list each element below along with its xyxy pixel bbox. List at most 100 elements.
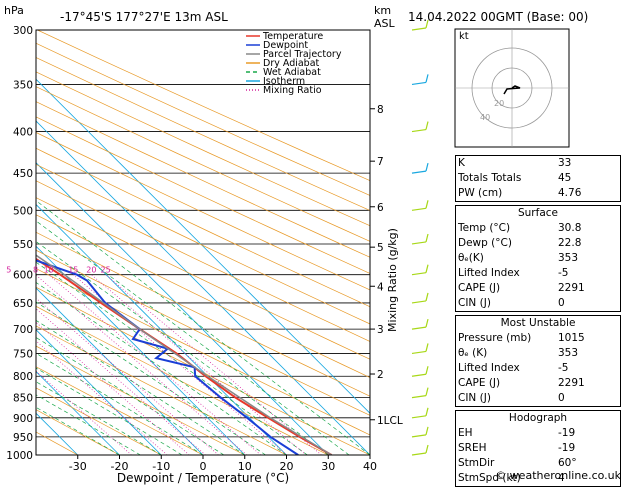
most-unstable-row: CIN (J) 0 bbox=[456, 391, 620, 406]
index-value: 4.76 bbox=[558, 186, 618, 201]
location-title: -17°45'S 177°27'E 13m ASL bbox=[60, 10, 228, 24]
wind-barb-flag bbox=[426, 445, 428, 453]
hodograph-row: SREH-19 bbox=[456, 441, 620, 456]
surface-label: Lifted Index bbox=[458, 266, 520, 281]
hodograph-label: StmDir bbox=[458, 456, 494, 471]
pressure-tick-label: 450 bbox=[13, 168, 33, 180]
pressure-tick-label: 800 bbox=[13, 371, 33, 383]
x-axis-title: Dewpoint / Temperature (°C) bbox=[117, 471, 289, 485]
dry-adiabat bbox=[0, 30, 245, 455]
wind-barb bbox=[412, 301, 426, 303]
wet-adiabat bbox=[0, 30, 245, 455]
wind-barb-flag bbox=[426, 74, 428, 82]
most-unstable-title: Most Unstable bbox=[456, 316, 620, 331]
wind-barb bbox=[412, 130, 426, 132]
height-tick-label: 4 bbox=[377, 281, 384, 293]
km-title: km bbox=[374, 4, 391, 17]
surface-row: CIN (J) 0 bbox=[456, 296, 620, 311]
wind-barb-flag bbox=[426, 366, 428, 374]
wind-barb bbox=[412, 171, 426, 173]
pressure-tick-label: 550 bbox=[13, 239, 33, 251]
most-unstable-row: Lifted Index-5 bbox=[456, 361, 620, 376]
wind-barb bbox=[412, 435, 426, 437]
surface-label: CIN (J) bbox=[458, 296, 491, 311]
wet-adiabat bbox=[0, 30, 307, 455]
wind-barb-flag bbox=[426, 234, 428, 242]
index-label: Totals Totals bbox=[458, 171, 521, 186]
most-unstable-row: CAPE (J)2291 bbox=[456, 376, 620, 391]
surface-value: 0 bbox=[558, 296, 618, 311]
mixing-ratio-label: 5 bbox=[6, 266, 11, 275]
surface-value: 30.8 bbox=[558, 221, 618, 236]
isotherm bbox=[0, 30, 412, 455]
most-unstable-value: 1015 bbox=[558, 331, 618, 346]
most-unstable-label: θₑ (K) bbox=[458, 346, 487, 361]
hodograph-value: -19 bbox=[558, 426, 618, 441]
mixing-ratio-label: 15 bbox=[68, 266, 78, 275]
index-row: PW (cm) 4.76 bbox=[456, 186, 620, 201]
index-value: 45 bbox=[558, 171, 618, 186]
hodograph-title: Hodograph bbox=[456, 411, 620, 426]
index-label: K bbox=[458, 156, 465, 171]
hodograph-ring-label: 20 bbox=[494, 99, 504, 108]
height-tick-label: 7 bbox=[377, 156, 384, 168]
height-tick-label: 3 bbox=[377, 324, 384, 336]
pressure-tick-label: 700 bbox=[13, 324, 33, 336]
pressure-tick-label: 900 bbox=[13, 413, 33, 425]
mixing-ratio-label: 10 bbox=[44, 266, 54, 275]
wind-barb bbox=[412, 208, 426, 210]
wind-barb-flag bbox=[426, 200, 428, 208]
wind-barb bbox=[412, 242, 426, 244]
wind-barb-flag bbox=[426, 163, 428, 171]
dry-adiabat bbox=[0, 30, 412, 455]
surface-row: Lifted Index-5 bbox=[456, 266, 620, 281]
mixing-ratio-title: Mixing Ratio (g/kg) bbox=[386, 228, 399, 332]
mixing-ratio-label: 8 bbox=[33, 266, 38, 275]
pressure-tick-label: 850 bbox=[13, 393, 33, 405]
height-tick-label: 8 bbox=[377, 104, 384, 116]
most-unstable-value: 2291 bbox=[558, 376, 618, 391]
most-unstable-value: 0 bbox=[558, 391, 618, 406]
height-tick-label: 6 bbox=[377, 202, 384, 214]
index-row: K 33 bbox=[456, 156, 620, 171]
temp-tick-label: 40 bbox=[363, 460, 377, 473]
pressure-tick-label: 600 bbox=[13, 270, 33, 282]
dry-adiabat bbox=[0, 30, 287, 455]
wind-barb-flag bbox=[426, 293, 428, 301]
wet-adiabat bbox=[0, 30, 287, 455]
most-unstable-label: CIN (J) bbox=[458, 391, 491, 406]
wind-barb-flag bbox=[426, 122, 428, 130]
pressure-tick-label: 300 bbox=[13, 25, 33, 37]
mixing-ratio-line bbox=[91, 275, 306, 455]
height-tick-label: 1LCL bbox=[377, 415, 403, 427]
series-dewpoint bbox=[0, 30, 298, 455]
footer-credit: © weatheronline.co.uk bbox=[495, 469, 621, 482]
index-value: 33 bbox=[558, 156, 618, 171]
surface-row: Dewp (°C)22.8 bbox=[456, 236, 620, 251]
mixing-ratio-label: 20 bbox=[86, 266, 96, 275]
wind-barb-flag bbox=[426, 343, 428, 351]
wind-barb bbox=[412, 396, 426, 398]
temp-tick-label: 30 bbox=[321, 460, 335, 473]
height-tick-label: 5 bbox=[377, 242, 384, 254]
surface-label: CAPE (J) bbox=[458, 281, 500, 296]
index-label: PW (cm) bbox=[458, 186, 502, 201]
most-unstable-value: -5 bbox=[558, 361, 618, 376]
isotherm bbox=[0, 30, 287, 455]
surface-label: Temp (°C) bbox=[458, 221, 510, 236]
surface-label: θₑ(K) bbox=[458, 251, 484, 266]
indices-section: K 33 Totals Totals 45 PW (cm) 4.76 bbox=[455, 155, 621, 202]
datetime-title: 14.04.2022 00GMT (Base: 00) bbox=[408, 10, 588, 24]
wind-barb bbox=[412, 28, 426, 30]
surface-value: 22.8 bbox=[558, 236, 618, 251]
pressure-tick-label: 750 bbox=[13, 348, 33, 360]
surface-row: θₑ(K)353 bbox=[456, 251, 620, 266]
pressure-tick-label: 350 bbox=[13, 79, 33, 91]
most-unstable-value: 353 bbox=[558, 346, 618, 361]
surface-value: 2291 bbox=[558, 281, 618, 296]
mixing-ratio-label: 25 bbox=[101, 266, 111, 275]
